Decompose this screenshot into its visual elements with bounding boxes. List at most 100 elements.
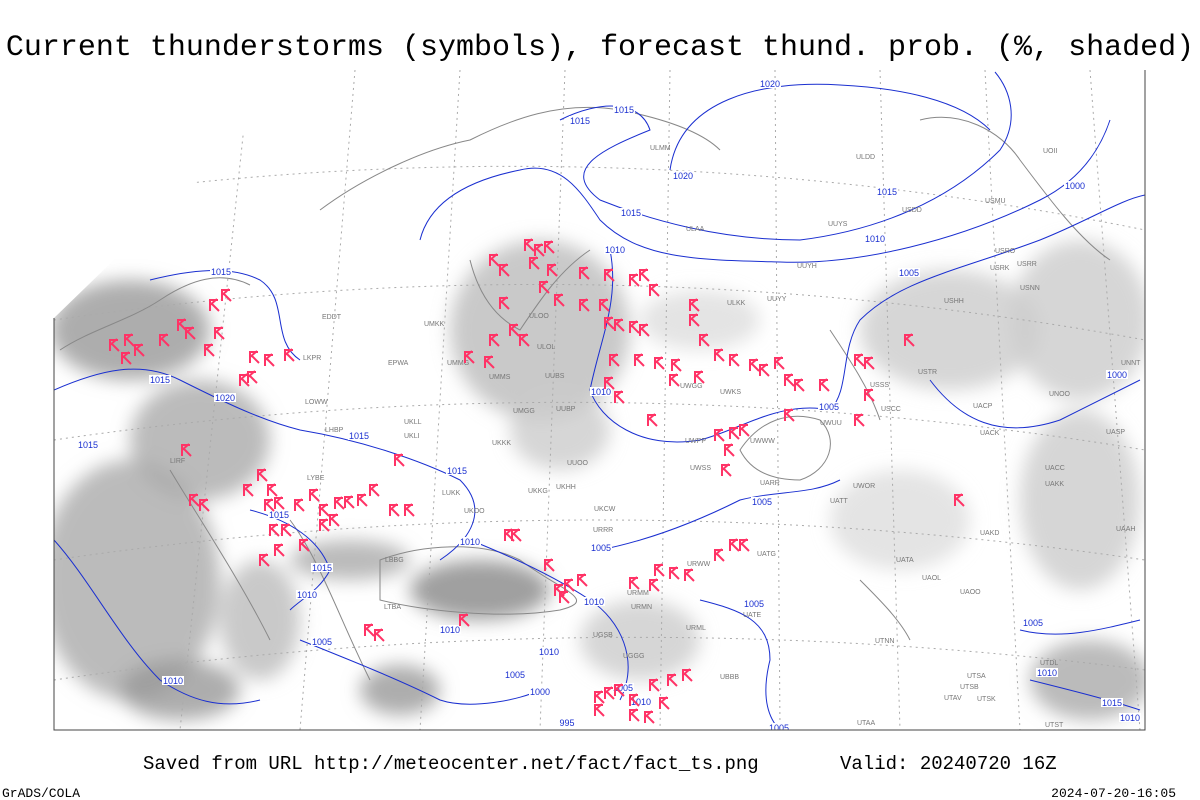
thunderstorm-symbol (669, 566, 680, 580)
station-label: UTSA (967, 673, 986, 680)
station-label: UWSS (690, 465, 711, 472)
thunderstorm-symbol (564, 578, 575, 592)
meridian (1089, 70, 1141, 730)
station-label: UKHH (556, 484, 576, 491)
station-label: UUBS (545, 373, 565, 380)
isobar-label-bg (1064, 181, 1086, 190)
isobar-label-bg (620, 208, 642, 217)
thunderstorm-symbol (259, 553, 270, 567)
station-label: UWWW (750, 438, 775, 445)
isobar-label-bg (214, 393, 236, 402)
thunderstorm-symbol (299, 538, 310, 552)
isobar-label-bg (864, 234, 886, 243)
thunderstorm-symbol (649, 678, 660, 692)
thunderstorm-symbol (614, 318, 625, 332)
thunderstorm-symbol (639, 268, 650, 282)
thunderstorm-symbol (121, 351, 132, 365)
thunderstorm-symbol (529, 256, 540, 270)
station-label: UAKD (980, 530, 999, 537)
thunderstorm-symbol (159, 333, 170, 347)
thunderstorm-symbol (499, 296, 510, 310)
isobar-label-bg (162, 676, 184, 685)
station-label: LHBP (325, 427, 344, 434)
station-label: UAAH (1116, 526, 1135, 533)
thunderstorm-symbol (714, 428, 725, 442)
thunderstorm-symbol (489, 333, 500, 347)
thunderstorm-symbol (239, 373, 250, 387)
isobar-label-bg (296, 590, 318, 599)
station-label: UAOO (960, 589, 981, 596)
thunderstorm-symbol (309, 488, 320, 502)
meridian (419, 70, 461, 730)
isobar-label: 1020 (215, 393, 235, 403)
thunderstorm-symbol (267, 483, 278, 497)
thunderstorm-symbol (274, 543, 285, 557)
isobar-label-bg (672, 171, 694, 180)
thunderstorm-symbol (629, 693, 640, 707)
meridian (879, 70, 901, 730)
station-label: UNNT (1121, 360, 1141, 367)
station-label: UACK (980, 430, 1000, 437)
station-label: USSS (870, 382, 889, 389)
isobar-label: 1005 (744, 599, 764, 609)
station-label: ULAA (686, 226, 705, 233)
thunderstorm-symbol (609, 353, 620, 367)
station-label: USMU (985, 198, 1006, 205)
isobar-label-bg (1036, 668, 1058, 677)
station-label: USHH (944, 298, 964, 305)
thunderstorm-symbol (759, 363, 770, 377)
isobar-label-bg (210, 267, 232, 276)
thunderstorm-symbol (604, 316, 615, 330)
thunderstorm-symbol (464, 350, 475, 364)
isobar-label-bg (556, 718, 578, 727)
thunderstorm-symbol (729, 426, 740, 440)
station-label: UKOO (464, 508, 485, 515)
thunderstorm-symbol (604, 268, 615, 282)
thunderstorm-symbol (489, 253, 500, 267)
isobar-label-bg (759, 79, 781, 88)
thunderstorm-symbol (629, 576, 640, 590)
map-area: 1020 1015 1015 1020 1015 1010 1015 1010 1005 1000… (54, 70, 1145, 730)
isobar-label: 1010 (163, 676, 183, 686)
thunderstorm-symbol (654, 356, 665, 370)
isobar-label: 1000 (530, 687, 550, 697)
station-label: UATE (743, 612, 761, 619)
thunderstorm-symbol (594, 690, 605, 704)
thunderstorm-symbol (369, 483, 380, 497)
isobar-label: 1010 (865, 234, 885, 244)
shade-region (450, 240, 630, 420)
station-label: UOII (1043, 148, 1057, 155)
thunderstorm-symbol (221, 288, 232, 302)
isobar-label-bg (590, 387, 612, 396)
meridian (299, 70, 356, 730)
thunderstorm-symbol (364, 623, 375, 637)
isobar-label-bg (876, 187, 898, 196)
isobar-label: 1010 (539, 647, 559, 657)
isobar-label-bg (77, 440, 99, 449)
station-label: UMGG (513, 408, 535, 415)
meridian (984, 70, 1021, 730)
thunderstorm-symbol (484, 355, 495, 369)
isobar-label-bg (439, 625, 461, 634)
thunderstorm-symbol (854, 413, 865, 427)
station-label: URRR (593, 527, 613, 534)
station-label: UATG (757, 551, 776, 558)
thunderstorm-symbol (319, 503, 330, 517)
thunderstorm-symbol (699, 333, 710, 347)
thunderstorm-symbol (544, 240, 555, 254)
station-label: UGGG (623, 653, 644, 660)
station-label: UUYY (767, 296, 787, 303)
isobar-label: 1005 (613, 683, 633, 693)
station-label: UATT (830, 498, 848, 505)
thunderstorm-symbol (199, 498, 210, 512)
isobar-label: 1015 (447, 466, 467, 476)
station-label: LBBG (385, 557, 404, 564)
thunderstorm-symbol (181, 443, 192, 457)
shade-region (120, 660, 240, 720)
thunderstorm-symbol (647, 413, 658, 427)
isobar-label: 1010 (631, 697, 651, 707)
source-url: Saved from URL http://meteocenter.net/fa… (143, 753, 759, 775)
thunderstorm-symbol (294, 498, 305, 512)
station-label: UACP (973, 403, 993, 410)
shade-region (1020, 410, 1140, 590)
